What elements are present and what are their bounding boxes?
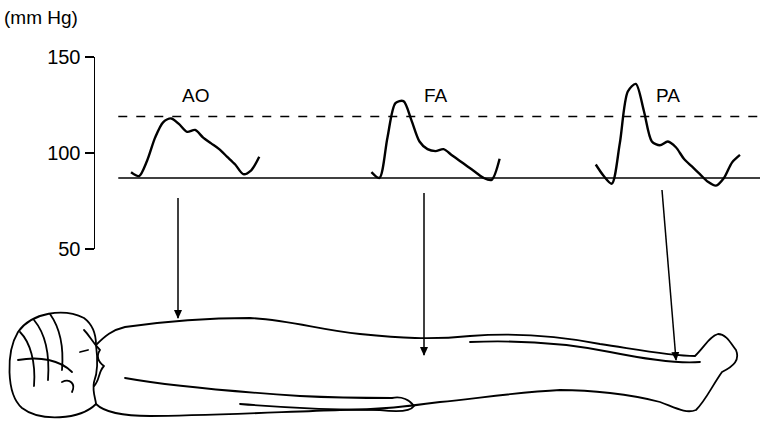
svg-text:PA: PA <box>656 85 680 106</box>
svg-text:150: 150 <box>47 46 80 68</box>
svg-text:50: 50 <box>58 238 80 260</box>
svg-text:FA: FA <box>424 85 448 106</box>
svg-text:AO: AO <box>182 85 209 106</box>
svg-text:100: 100 <box>47 142 80 164</box>
svg-text:(mm Hg): (mm Hg) <box>4 7 78 28</box>
